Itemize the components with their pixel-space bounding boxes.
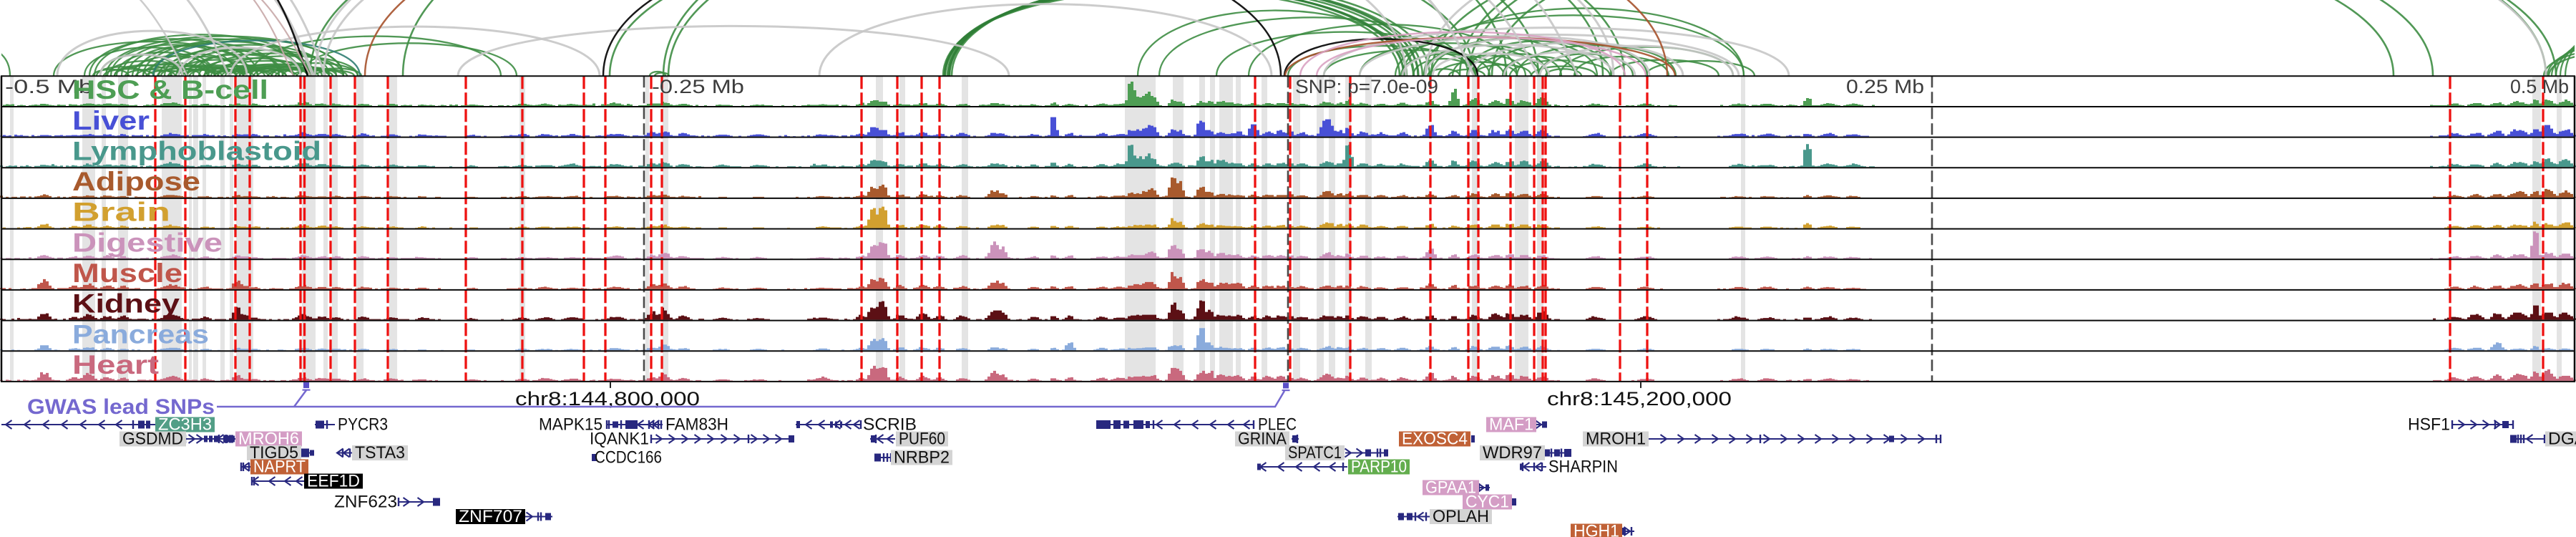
svg-text:PLEC: PLEC [1258, 415, 1297, 435]
svg-text:0.25 Mb: 0.25 Mb [1846, 76, 1924, 97]
svg-text:SCRIB: SCRIB [863, 415, 917, 435]
svg-text:SHARPIN: SHARPIN [1548, 458, 1618, 477]
svg-text:GPAA1: GPAA1 [1425, 478, 1476, 498]
svg-text:HGH1: HGH1 [1574, 522, 1619, 537]
svg-text:EXOSC4: EXOSC4 [1402, 430, 1468, 449]
svg-text:Liver: Liver [72, 106, 150, 135]
svg-text:PYCR3: PYCR3 [338, 415, 388, 435]
svg-text:CCDC166: CCDC166 [595, 448, 662, 468]
svg-text:HSF1: HSF1 [2408, 415, 2450, 435]
svg-text:DGAT1: DGAT1 [2548, 430, 2576, 449]
svg-text:Pancreas: Pancreas [72, 319, 209, 349]
svg-text:MAPK15: MAPK15 [539, 415, 602, 435]
svg-text:OPLAH: OPLAH [1433, 507, 1489, 526]
svg-text:FAM83H: FAM83H [665, 415, 728, 435]
svg-text:MAF1: MAF1 [1489, 415, 1533, 435]
svg-text:WDR97: WDR97 [1483, 443, 1542, 463]
svg-text:PARP10: PARP10 [1351, 458, 1407, 477]
svg-text:Muscle: Muscle [72, 258, 182, 288]
svg-text:SNP: p=7.0e-09: SNP: p=7.0e-09 [1295, 76, 1438, 97]
svg-text:ZC3H3: ZC3H3 [158, 415, 212, 435]
svg-text:MROH1: MROH1 [1586, 430, 1646, 449]
svg-text:Brain: Brain [72, 198, 170, 227]
svg-text:NRBP2: NRBP2 [894, 448, 950, 468]
svg-text:Digestive: Digestive [72, 228, 223, 257]
svg-text:HSC & B-cell: HSC & B-cell [72, 75, 268, 105]
svg-text:Kidney: Kidney [72, 289, 180, 319]
svg-text:0.5 Mb: 0.5 Mb [2510, 76, 2569, 97]
svg-text:Lymphoblastoid: Lymphoblastoid [72, 136, 321, 165]
svg-text:SPATC1: SPATC1 [1288, 443, 1342, 463]
svg-text:CYC1: CYC1 [1465, 493, 1509, 512]
svg-text:Heart: Heart [72, 350, 159, 379]
svg-text:GSDMD: GSDMD [122, 430, 183, 449]
svg-text:ZNF707: ZNF707 [459, 507, 522, 526]
svg-text:PUF60: PUF60 [899, 430, 945, 449]
svg-text:NAPRT: NAPRT [253, 458, 306, 477]
svg-text:GRINA: GRINA [1238, 430, 1287, 449]
svg-text:IQANK1: IQANK1 [590, 430, 649, 449]
svg-text:Adipose: Adipose [72, 167, 200, 196]
svg-text:chr8:145,200,000: chr8:145,200,000 [1547, 388, 1732, 410]
svg-text:EEF1D: EEF1D [307, 472, 360, 491]
svg-text:TSTA3: TSTA3 [355, 443, 405, 463]
svg-text:-0.25 Mb: -0.25 Mb [652, 76, 744, 97]
svg-text:ZNF623: ZNF623 [334, 493, 397, 512]
svg-text:-0.5 Mb: -0.5 Mb [5, 76, 93, 97]
svg-text:GWAS lead SNPs: GWAS lead SNPs [27, 395, 215, 419]
